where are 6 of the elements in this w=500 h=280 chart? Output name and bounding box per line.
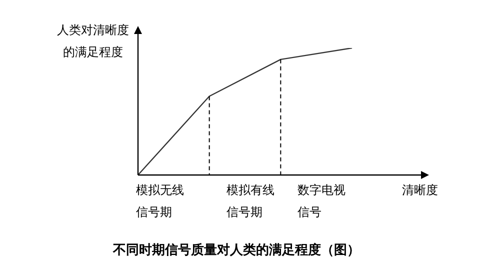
text: 模拟无线信号期 [136,183,184,220]
y-axis-title: 人类对清晰度的满足程度 [57,23,129,60]
text: 不同时期信号质量对人类的满足程度（图） [112,242,360,258]
text: 模拟有线信号期 [226,183,274,220]
text: 数字电视信号 [298,183,346,220]
x-axis-title: 清晰度 [402,183,438,198]
